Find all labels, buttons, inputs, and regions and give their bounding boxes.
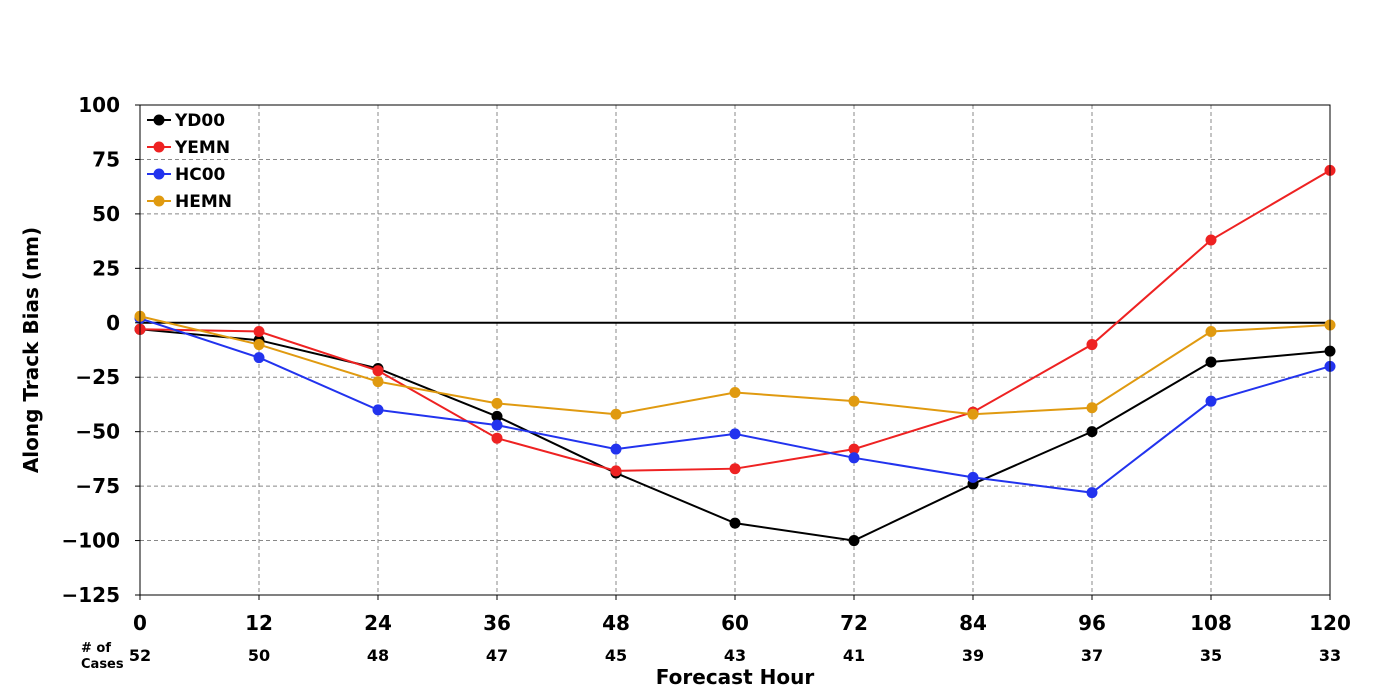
legend-marker (153, 168, 165, 180)
data-point (848, 535, 860, 547)
data-point (372, 376, 384, 388)
case-count: 47 (486, 646, 508, 665)
data-point (253, 352, 265, 364)
x-tick-label: 120 (1309, 611, 1351, 635)
case-count: 43 (724, 646, 746, 665)
series-layer (134, 164, 1336, 547)
x-axis-ticks: 0 12 24 36 48 60 72 84 96 108 120 (133, 595, 1351, 635)
data-point (1205, 234, 1217, 246)
legend-entry-hemn: HEMN (147, 192, 232, 212)
y-tick-label: −125 (61, 583, 120, 607)
data-point (491, 419, 503, 431)
x-tick-label: 60 (721, 611, 749, 635)
data-point (729, 463, 741, 475)
data-point (1086, 487, 1098, 499)
data-point (729, 517, 741, 529)
data-point (491, 432, 503, 444)
case-count: 35 (1200, 646, 1222, 665)
legend-entry-yd00: YD00 (147, 111, 225, 131)
legend: YD00 YEMN HC00 HEMN (147, 111, 232, 212)
data-point (1086, 339, 1098, 351)
data-point (610, 408, 622, 420)
x-axis-title: Forecast Hour (656, 665, 815, 689)
data-point (372, 404, 384, 416)
legend-entry-yemn: YEMN (147, 138, 230, 158)
legend-entry-hc00: HC00 (147, 165, 226, 185)
y-tick-label: −50 (75, 420, 120, 444)
x-tick-label: 72 (840, 611, 868, 635)
case-count: 41 (843, 646, 865, 665)
y-tick-label: −25 (75, 365, 120, 389)
y-tick-label: 0 (106, 311, 120, 335)
data-point (491, 410, 503, 422)
data-point (253, 325, 265, 337)
data-point (1086, 426, 1098, 438)
legend-marker (153, 141, 165, 153)
x-tick-label: 12 (245, 611, 273, 635)
data-point (1086, 402, 1098, 414)
y-tick-label: −100 (61, 529, 120, 553)
y-axis-ticks: 100 75 50 25 0 −25 −50 −75 −100 −125 (61, 93, 140, 607)
y-axis-title: Along Track Bias (nm) (19, 227, 43, 473)
legend-label: YEMN (174, 138, 230, 158)
x-tick-label: 48 (602, 611, 630, 635)
data-point (729, 428, 741, 440)
data-point (729, 386, 741, 398)
data-point (848, 452, 860, 464)
case-count: 50 (248, 646, 270, 665)
legend-label: HEMN (175, 192, 232, 212)
x-tick-label: 84 (959, 611, 987, 635)
legend-label: YD00 (174, 111, 225, 131)
case-count: 45 (605, 646, 627, 665)
data-point (372, 365, 384, 377)
y-tick-label: 50 (92, 202, 120, 226)
data-point (253, 339, 265, 351)
data-point (610, 443, 622, 455)
x-tick-label: 36 (483, 611, 511, 635)
series-line (139, 169, 1331, 472)
case-count: 33 (1319, 646, 1341, 665)
case-count: 48 (367, 646, 389, 665)
legend-label: HC00 (175, 165, 226, 185)
y-tick-label: −75 (75, 474, 120, 498)
data-point (1205, 325, 1217, 337)
x-tick-label: 0 (133, 611, 147, 635)
case-count: 37 (1081, 646, 1103, 665)
y-tick-label: 100 (78, 93, 120, 117)
case-counts: 52 50 48 47 45 43 41 39 37 35 33 (129, 646, 1341, 665)
data-point (967, 408, 979, 420)
case-count: 52 (129, 646, 151, 665)
data-point (1205, 395, 1217, 407)
x-tick-label: 24 (364, 611, 392, 635)
legend-marker (153, 114, 165, 126)
case-count: 39 (962, 646, 984, 665)
data-point (967, 471, 979, 483)
data-point (848, 395, 860, 407)
data-point (491, 397, 503, 409)
data-point (610, 465, 622, 477)
cases-label-line1: # of (81, 641, 111, 656)
cases-label-line2: Cases (81, 657, 124, 672)
y-tick-label: 25 (92, 256, 120, 280)
x-tick-label: 96 (1078, 611, 1106, 635)
data-point (848, 443, 860, 455)
data-point (1205, 356, 1217, 368)
x-tick-label: 108 (1190, 611, 1232, 635)
legend-marker (153, 195, 165, 207)
y-tick-label: 75 (92, 147, 120, 171)
